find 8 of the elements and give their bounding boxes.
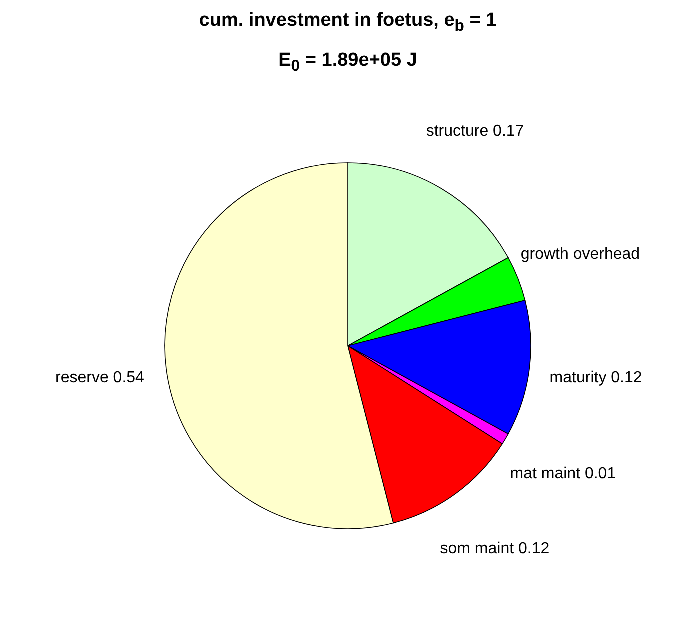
slice-label: som maint 0.12 bbox=[440, 540, 550, 558]
slice-label: maturity 0.12 bbox=[550, 369, 642, 386]
slice-label: mat maint 0.01 bbox=[510, 465, 616, 482]
chart-subtitle: E$_{0}$ = 1.89e+05 J bbox=[278, 48, 418, 77]
slice-label: structure 0.17 bbox=[426, 122, 524, 140]
slice-label: growth overhead bbox=[520, 246, 640, 263]
slice-label: reserve 0.54 bbox=[56, 369, 145, 386]
chart-title: cum. investment in foetus, e$_{b}$ = 1 bbox=[198, 9, 498, 37]
